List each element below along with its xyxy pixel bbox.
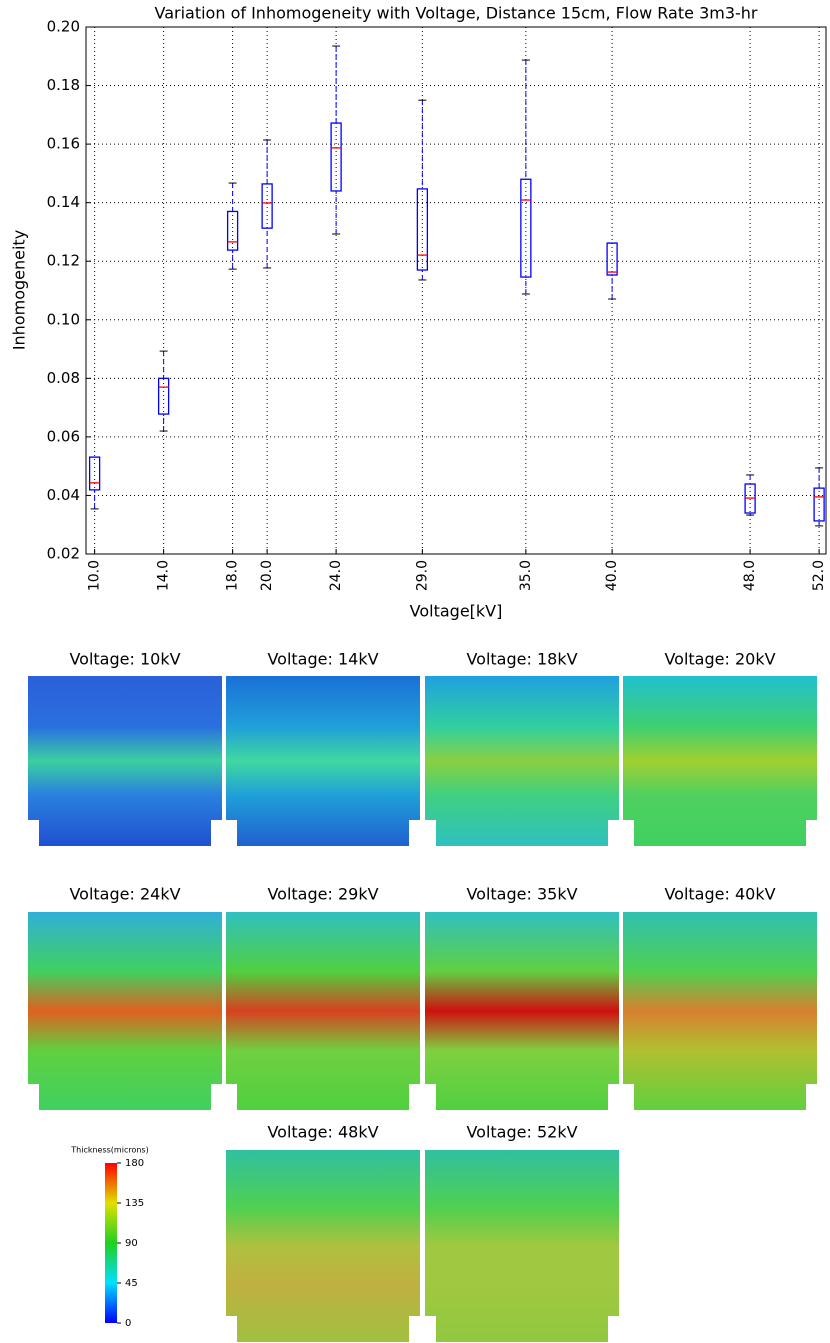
map-notch (409, 1316, 421, 1343)
box (261, 183, 273, 229)
map-notch (608, 820, 620, 847)
box (606, 242, 618, 276)
colorbar-tick-label: 90 (125, 1238, 138, 1249)
y-tick-label: 0.20 (47, 18, 80, 36)
x-tick-label: 29.0 (414, 560, 430, 591)
panel-title: Voltage: 52kV (466, 1123, 577, 1142)
y-tick-label: 0.04 (47, 486, 80, 504)
thickness-map (425, 676, 619, 846)
y-tick-label: 0.06 (47, 427, 80, 445)
panel-title: Voltage: 24kV (69, 885, 180, 904)
plot-frame (85, 26, 827, 555)
panel-title: Voltage: 35kV (466, 885, 577, 904)
y-tick-label: 0.12 (47, 252, 80, 270)
thickness-map (226, 912, 420, 1110)
map-notch (608, 1084, 620, 1111)
y-tick-label: 0.18 (47, 76, 80, 94)
map-notch (225, 1084, 237, 1111)
box (330, 122, 342, 192)
colorbar-tick-label: 0 (125, 1318, 131, 1329)
map-notch (424, 1316, 436, 1343)
box (813, 487, 825, 522)
colorbar-tick-label: 180 (125, 1158, 144, 1169)
thickness-map (226, 1150, 420, 1342)
x-tick-label: 18.0 (225, 560, 241, 591)
thickness-map (425, 1150, 619, 1342)
thickness-map (28, 912, 222, 1110)
map-notch (409, 820, 421, 847)
map-notch (27, 1084, 39, 1111)
panel-title: Voltage: 48kV (267, 1123, 378, 1142)
y-tick-label: 0.16 (47, 135, 80, 153)
thickness-map (28, 676, 222, 846)
x-tick-label: 10.0 (87, 560, 103, 591)
thickness-map (425, 912, 619, 1110)
panel-title: Voltage: 29kV (267, 885, 378, 904)
box (520, 178, 532, 278)
panel-title: Voltage: 18kV (466, 650, 577, 669)
x-tick-label: 35.0 (518, 560, 534, 591)
box (157, 377, 170, 415)
thickness-map (226, 676, 420, 846)
panel-title: Voltage: 10kV (69, 650, 180, 669)
x-tick-label: 20.0 (259, 560, 275, 591)
map-notch (806, 820, 818, 847)
panel-title: Voltage: 20kV (664, 650, 775, 669)
y-tick-label: 0.02 (47, 545, 80, 563)
chart-title: Variation of Inhomogeneity with Voltage,… (155, 4, 758, 23)
colorbar-label: Thickness(microns) (70, 1146, 148, 1155)
panel-title: Voltage: 40kV (664, 885, 775, 904)
thickness-map (623, 912, 817, 1110)
y-tick-label: 0.08 (47, 369, 80, 387)
box (88, 456, 101, 491)
map-notch (211, 820, 223, 847)
colorbar (105, 1163, 117, 1323)
x-tick-label: 14.0 (156, 560, 172, 591)
colorbar-tick-label: 45 (125, 1278, 138, 1289)
map-notch (27, 820, 39, 847)
map-notch (622, 1084, 634, 1111)
y-axis-label: Inhomogeneity (10, 230, 29, 350)
x-axis-label: Voltage[kV] (410, 602, 503, 621)
map-notch (622, 820, 634, 847)
map-notch (225, 1316, 237, 1343)
map-notch (806, 1084, 818, 1111)
thickness-map (623, 676, 817, 846)
map-notch (424, 1084, 436, 1111)
map-notch (409, 1084, 421, 1111)
y-tick-label: 0.14 (47, 193, 80, 211)
x-tick-label: 52.0 (811, 560, 827, 591)
panel-title: Voltage: 14kV (267, 650, 378, 669)
map-notch (608, 1316, 620, 1343)
map-notch (225, 820, 237, 847)
x-tick-label: 48.0 (742, 560, 758, 591)
x-tick-label: 24.0 (328, 560, 344, 591)
box (226, 210, 239, 251)
map-notch (211, 1084, 223, 1111)
y-tick-label: 0.10 (47, 310, 80, 328)
box (416, 188, 429, 271)
x-tick-label: 40.0 (604, 560, 620, 591)
colorbar-tick-label: 135 (125, 1198, 144, 1209)
map-notch (424, 820, 436, 847)
